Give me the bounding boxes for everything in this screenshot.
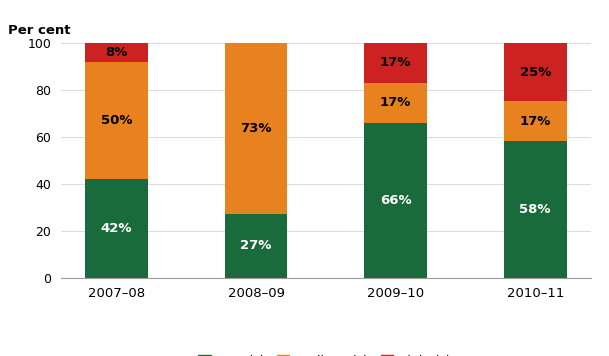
Bar <box>85 62 148 179</box>
Text: 66%: 66% <box>380 194 412 206</box>
Bar <box>364 83 427 122</box>
Bar <box>85 43 148 62</box>
Text: 17%: 17% <box>380 56 411 69</box>
Bar <box>364 122 427 278</box>
Bar <box>225 43 287 214</box>
Text: 27%: 27% <box>241 240 272 252</box>
Bar <box>85 179 148 278</box>
Legend: Low risk, Medium risk, High risk: Low risk, Medium risk, High risk <box>193 350 459 356</box>
Text: 73%: 73% <box>241 122 272 135</box>
Bar <box>225 214 287 278</box>
Text: 58%: 58% <box>519 203 551 216</box>
Bar <box>504 43 566 101</box>
Text: 17%: 17% <box>380 96 411 109</box>
Text: Per cent: Per cent <box>8 24 71 37</box>
Text: 42%: 42% <box>100 222 132 235</box>
Text: 8%: 8% <box>105 46 127 59</box>
Text: 50%: 50% <box>100 114 132 127</box>
Text: 17%: 17% <box>519 115 551 128</box>
Bar <box>504 101 566 141</box>
Text: 25%: 25% <box>519 66 551 79</box>
Bar <box>504 141 566 278</box>
Bar <box>364 43 427 83</box>
